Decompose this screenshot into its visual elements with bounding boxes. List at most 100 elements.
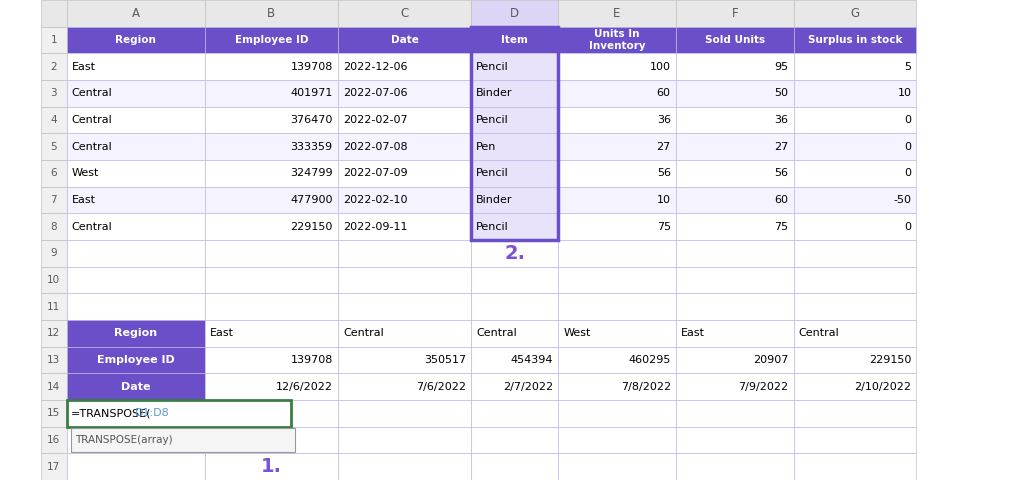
Text: Central: Central bbox=[72, 88, 113, 98]
Text: 14: 14 bbox=[47, 382, 60, 392]
Text: 477900: 477900 bbox=[290, 195, 333, 205]
Text: =TRANSPOSE(: =TRANSPOSE( bbox=[71, 408, 152, 419]
Bar bbox=[471, 187, 558, 213]
Bar bbox=[205, 27, 338, 53]
Text: 2.: 2. bbox=[504, 244, 525, 263]
Bar bbox=[205, 427, 338, 453]
Bar bbox=[67, 27, 205, 53]
Text: 7/9/2022: 7/9/2022 bbox=[738, 382, 788, 392]
Bar bbox=[794, 133, 916, 160]
Bar bbox=[205, 213, 338, 240]
Bar bbox=[41, 160, 67, 187]
Text: 0: 0 bbox=[904, 142, 911, 152]
Bar bbox=[67, 0, 205, 27]
Text: Central: Central bbox=[72, 142, 113, 152]
Bar bbox=[676, 320, 794, 347]
Bar bbox=[67, 133, 205, 160]
Bar bbox=[41, 347, 67, 373]
Bar bbox=[338, 107, 471, 133]
Bar bbox=[676, 240, 794, 267]
Text: E: E bbox=[613, 7, 621, 20]
Bar bbox=[205, 453, 338, 480]
Bar bbox=[41, 0, 67, 27]
Text: Sold Units: Sold Units bbox=[705, 35, 765, 45]
Text: 401971: 401971 bbox=[291, 88, 333, 98]
Bar bbox=[338, 320, 471, 347]
Bar bbox=[205, 320, 338, 347]
Bar bbox=[41, 53, 67, 80]
Bar bbox=[676, 453, 794, 480]
Text: 229150: 229150 bbox=[291, 222, 333, 232]
Bar bbox=[338, 240, 471, 267]
Text: Date: Date bbox=[121, 382, 151, 392]
Text: Binder: Binder bbox=[476, 88, 513, 98]
Text: 95: 95 bbox=[774, 61, 788, 72]
Text: Pencil: Pencil bbox=[476, 61, 509, 72]
Bar bbox=[205, 373, 338, 400]
Text: Date: Date bbox=[390, 35, 419, 45]
Text: East: East bbox=[72, 195, 95, 205]
Text: 10: 10 bbox=[897, 88, 911, 98]
Text: 2022-02-10: 2022-02-10 bbox=[343, 195, 408, 205]
Bar bbox=[205, 187, 338, 213]
Text: 333359: 333359 bbox=[291, 142, 333, 152]
Bar bbox=[558, 347, 676, 373]
Bar bbox=[794, 0, 916, 27]
Bar bbox=[794, 427, 916, 453]
Text: D1:D8: D1:D8 bbox=[135, 408, 170, 419]
Bar bbox=[41, 80, 67, 107]
Bar bbox=[676, 187, 794, 213]
Bar bbox=[41, 373, 67, 400]
Bar bbox=[205, 80, 338, 107]
Bar bbox=[205, 107, 338, 133]
Bar bbox=[471, 53, 558, 80]
Bar bbox=[205, 267, 338, 293]
Text: Surplus in stock: Surplus in stock bbox=[808, 35, 902, 45]
Bar bbox=[794, 27, 916, 53]
Bar bbox=[41, 133, 67, 160]
Bar bbox=[338, 267, 471, 293]
Bar bbox=[558, 213, 676, 240]
Text: West: West bbox=[563, 328, 591, 338]
Bar bbox=[67, 373, 205, 400]
Text: East: East bbox=[681, 328, 705, 338]
Bar bbox=[67, 267, 205, 293]
Text: 2022-07-08: 2022-07-08 bbox=[343, 142, 408, 152]
Text: A: A bbox=[132, 7, 139, 20]
Bar bbox=[676, 107, 794, 133]
Bar bbox=[205, 133, 338, 160]
Text: East: East bbox=[210, 328, 233, 338]
Bar bbox=[794, 53, 916, 80]
Text: 139708: 139708 bbox=[291, 61, 333, 72]
Text: Pencil: Pencil bbox=[476, 168, 509, 179]
Bar bbox=[338, 133, 471, 160]
Text: 2022-07-09: 2022-07-09 bbox=[343, 168, 408, 179]
Bar bbox=[67, 107, 205, 133]
Bar bbox=[67, 347, 205, 373]
Bar bbox=[41, 453, 67, 480]
Text: Binder: Binder bbox=[476, 195, 513, 205]
Bar bbox=[41, 187, 67, 213]
Text: Central: Central bbox=[343, 328, 384, 338]
Text: 12: 12 bbox=[47, 328, 60, 338]
Bar bbox=[558, 427, 676, 453]
Text: Central: Central bbox=[476, 328, 517, 338]
Bar bbox=[794, 107, 916, 133]
Text: 36: 36 bbox=[656, 115, 671, 125]
Text: 5: 5 bbox=[50, 142, 57, 152]
Bar bbox=[338, 160, 471, 187]
Bar bbox=[338, 213, 471, 240]
Text: TRANSPOSE(array): TRANSPOSE(array) bbox=[75, 435, 172, 445]
Text: Employee ID: Employee ID bbox=[234, 35, 308, 45]
Text: 229150: 229150 bbox=[869, 355, 911, 365]
Bar bbox=[41, 213, 67, 240]
Bar bbox=[676, 427, 794, 453]
Text: 2022-12-06: 2022-12-06 bbox=[343, 61, 408, 72]
Text: 350517: 350517 bbox=[424, 355, 466, 365]
Bar bbox=[67, 293, 205, 320]
Bar bbox=[676, 27, 794, 53]
Bar bbox=[558, 453, 676, 480]
Text: 8: 8 bbox=[50, 222, 57, 232]
Bar bbox=[794, 373, 916, 400]
Bar bbox=[471, 160, 558, 187]
